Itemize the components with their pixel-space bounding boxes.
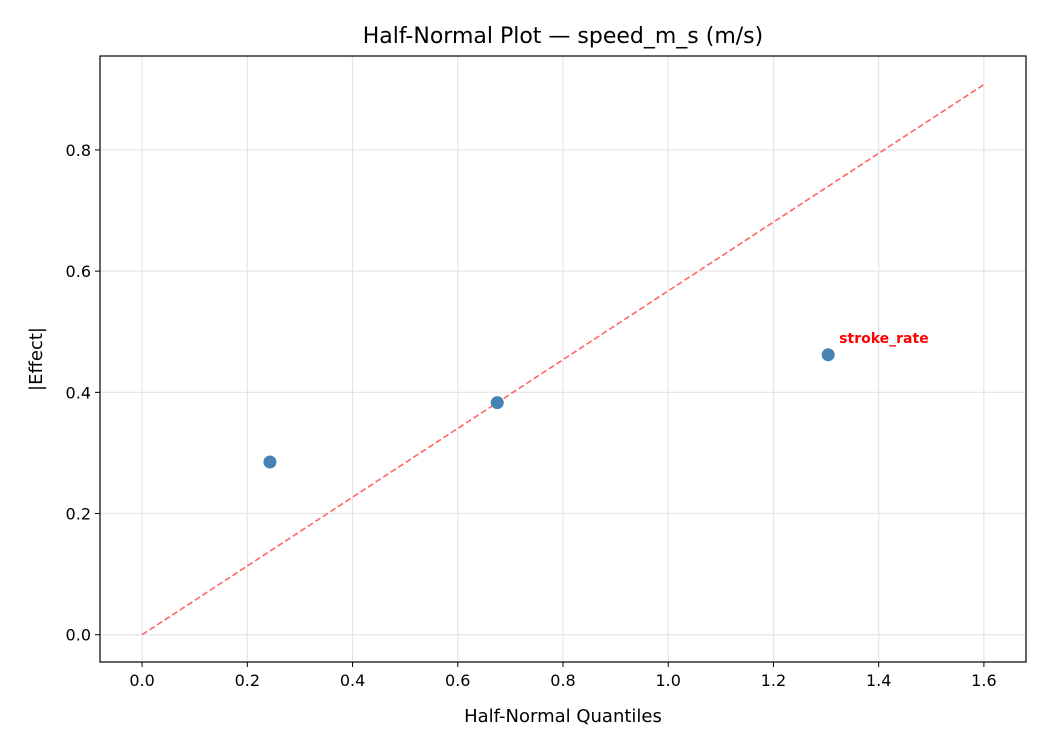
x-tick-label: 0.2: [235, 671, 260, 690]
x-tick-label: 1.0: [656, 671, 681, 690]
x-axis-ticks: 0.0 0.2 0.4 0.6 0.8 1.0 1.2 1.4 1.6: [129, 662, 997, 690]
x-tick-label: 0.4: [340, 671, 365, 690]
chart-title: Half-Normal Plot — speed_m_s (m/s): [363, 24, 763, 49]
x-tick-label: 0.8: [550, 671, 575, 690]
reference-line-group: [141, 83, 986, 636]
point-annotation: stroke_rate: [839, 331, 929, 347]
x-axis-label: Half-Normal Quantiles: [464, 706, 662, 727]
reference-line: [141, 83, 986, 636]
y-tick-label: 0.4: [66, 383, 91, 402]
data-point: [263, 455, 277, 469]
x-tick-label: 1.4: [866, 671, 891, 690]
y-tick-label: 0.8: [66, 141, 91, 160]
x-tick-label: 0.6: [445, 671, 470, 690]
y-axis-label: |Effect|: [26, 327, 47, 391]
y-tick-label: 0.0: [66, 626, 91, 645]
data-point: [490, 396, 504, 410]
points-group: stroke_rate: [263, 331, 929, 469]
y-tick-label: 0.2: [66, 505, 91, 524]
grid: [100, 56, 1026, 662]
data-point: [821, 348, 835, 362]
x-tick-label: 0.0: [129, 671, 154, 690]
x-tick-label: 1.2: [761, 671, 786, 690]
x-tick-label: 1.6: [971, 671, 996, 690]
y-tick-label: 0.6: [66, 262, 91, 281]
y-axis-ticks: 0.0 0.2 0.4 0.6 0.8: [66, 141, 100, 645]
